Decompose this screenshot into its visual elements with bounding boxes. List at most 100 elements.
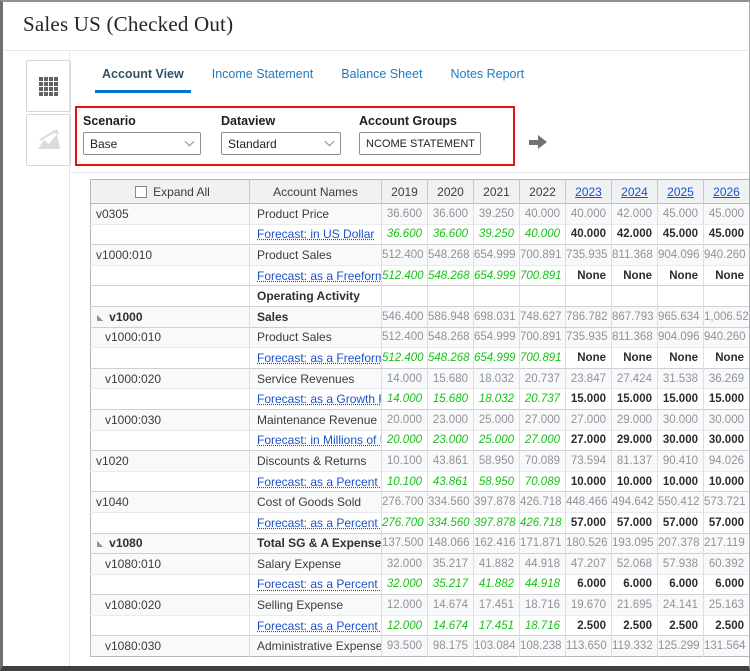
value-cell[interactable]: 45.000 bbox=[703, 223, 749, 245]
value-cell: 940.260 bbox=[703, 244, 749, 266]
value-cell[interactable]: 57.000 bbox=[611, 511, 658, 533]
tab-notes-report[interactable]: Notes Report bbox=[450, 67, 525, 81]
chart-view-button[interactable] bbox=[26, 114, 71, 166]
collapse-triangle-icon[interactable]: ◣ bbox=[97, 539, 104, 549]
value-cell[interactable]: 57.000 bbox=[703, 511, 749, 533]
expand-all-checkbox[interactable] bbox=[135, 185, 148, 198]
account-code-cell bbox=[90, 470, 250, 492]
year-header-2023: 2023 bbox=[565, 179, 612, 204]
forecast-method-link[interactable]: Forecast: as a Growth Rat bbox=[257, 392, 381, 407]
value-cell[interactable]: None bbox=[657, 264, 704, 286]
forecast-method-link[interactable]: Forecast: as a Freeform: U bbox=[257, 350, 381, 365]
collapse-triangle-icon[interactable]: ◣ bbox=[97, 312, 104, 322]
value-cell[interactable]: None bbox=[657, 347, 704, 369]
value-cell[interactable]: 30.000 bbox=[703, 429, 749, 451]
account-groups-select[interactable]: NCOME STATEMENT bbox=[359, 132, 481, 155]
value-cell[interactable]: 10.000 bbox=[657, 470, 704, 492]
forecast-method-link[interactable]: Forecast: as a Percent of S bbox=[257, 618, 381, 633]
account-code-cell: v0305 bbox=[90, 203, 250, 225]
value-cell: 748.627 bbox=[519, 305, 566, 328]
account-code-cell: v1080:030 bbox=[90, 635, 250, 657]
value-cell[interactable]: 2.500 bbox=[703, 614, 749, 636]
value-cell[interactable]: 15.000 bbox=[611, 388, 658, 410]
scenario-filter: Scenario Base bbox=[83, 114, 201, 155]
value-cell[interactable]: 27.000 bbox=[565, 429, 612, 451]
account-name-cell: Forecast: as a Freeform: U bbox=[249, 264, 382, 286]
value-cell: 73.594 bbox=[565, 450, 612, 472]
value-cell[interactable]: 57.000 bbox=[657, 511, 704, 533]
value-cell[interactable]: None bbox=[703, 347, 749, 369]
value-cell: 512.400 bbox=[381, 244, 428, 266]
value-cell: 119.332 bbox=[611, 635, 658, 657]
value-cell[interactable]: 30.000 bbox=[657, 429, 704, 451]
value-cell: 27.000 bbox=[519, 408, 566, 431]
value-cell: 811.368 bbox=[611, 244, 658, 266]
account-name-cell: Selling Expense bbox=[249, 594, 382, 616]
value-cell[interactable]: 29.000 bbox=[611, 429, 658, 451]
value-cell: 45.000 bbox=[703, 203, 749, 225]
year-link[interactable]: 2025 bbox=[667, 184, 694, 199]
value-cell[interactable]: 40.000 bbox=[565, 223, 612, 245]
value-cell[interactable]: None bbox=[611, 347, 658, 369]
value-cell[interactable]: 6.000 bbox=[611, 573, 658, 595]
divider bbox=[3, 50, 748, 51]
value-cell[interactable]: 42.000 bbox=[611, 223, 658, 245]
account-code-cell bbox=[90, 347, 250, 369]
value-cell: 57.938 bbox=[657, 553, 704, 575]
forecast-method-link[interactable]: Forecast: in Millions of US bbox=[257, 433, 381, 448]
value-cell[interactable]: None bbox=[565, 264, 612, 286]
year-header-2025: 2025 bbox=[657, 179, 704, 204]
value-cell[interactable]: 10.000 bbox=[611, 470, 658, 492]
grid-view-button[interactable] bbox=[26, 60, 71, 112]
value-cell: 148.066 bbox=[427, 532, 474, 554]
value-cell[interactable]: 45.000 bbox=[657, 223, 704, 245]
value-cell: 14.000 bbox=[381, 388, 428, 410]
forecast-method-link[interactable]: Forecast: as a Freeform: U bbox=[257, 268, 381, 283]
value-cell[interactable]: 6.000 bbox=[703, 573, 749, 595]
dataview-select[interactable]: Standard bbox=[221, 132, 341, 155]
forecast-method-link[interactable]: Forecast: as a Percent of F bbox=[257, 474, 381, 489]
value-cell[interactable]: None bbox=[611, 264, 658, 286]
value-cell[interactable]: 15.000 bbox=[565, 388, 612, 410]
value-cell: 18.716 bbox=[519, 594, 566, 616]
value-cell: 811.368 bbox=[611, 326, 658, 348]
go-button[interactable] bbox=[529, 134, 551, 150]
tab-account-view[interactable]: Account View bbox=[95, 65, 191, 93]
value-cell[interactable]: 6.000 bbox=[565, 573, 612, 595]
forecast-method-link[interactable]: Forecast: as a Percent of S bbox=[257, 515, 381, 530]
forecast-method-link[interactable]: Forecast: in US Dollar bbox=[257, 227, 375, 242]
year-link[interactable]: 2023 bbox=[575, 184, 602, 199]
value-cell: 10.100 bbox=[381, 450, 428, 472]
forecast-method-link[interactable]: Forecast: as a Percent of S bbox=[257, 577, 381, 592]
scenario-select[interactable]: Base bbox=[83, 132, 201, 155]
account-name-cell: Forecast: as a Freeform: U bbox=[249, 347, 382, 369]
value-cell: 35.217 bbox=[427, 553, 474, 575]
table-row: v1000:030 Maintenance Revenue 20.000 23.000… bbox=[90, 408, 749, 431]
value-cell: 512.400 bbox=[381, 347, 428, 369]
value-cell[interactable]: 10.000 bbox=[703, 470, 749, 492]
value-cell[interactable]: 15.000 bbox=[703, 388, 749, 410]
value-cell[interactable]: 2.500 bbox=[657, 614, 704, 636]
value-cell: 58.950 bbox=[473, 470, 520, 492]
value-cell: 41.882 bbox=[473, 553, 520, 575]
value-cell: 654.999 bbox=[473, 326, 520, 348]
year-link[interactable]: 2024 bbox=[621, 184, 648, 199]
value-cell[interactable]: 6.000 bbox=[657, 573, 704, 595]
value-cell[interactable]: 57.000 bbox=[565, 511, 612, 533]
value-cell: 17.451 bbox=[473, 594, 520, 616]
year-link[interactable]: 2026 bbox=[713, 184, 740, 199]
value-cell[interactable]: 2.500 bbox=[611, 614, 658, 636]
value-cell: 334.560 bbox=[427, 491, 474, 513]
value-cell: 512.400 bbox=[381, 326, 428, 348]
table-row: v1000:020 Service Revenues 14.000 15.680 18.… bbox=[90, 367, 749, 389]
account-groups-filter: Account Groups NCOME STATEMENT bbox=[359, 114, 481, 155]
tab-balance-sheet[interactable]: Balance Sheet bbox=[341, 67, 423, 81]
value-cell[interactable]: 15.000 bbox=[657, 388, 704, 410]
value-cell[interactable]: 2.500 bbox=[565, 614, 612, 636]
tab-income-statement[interactable]: Income Statement bbox=[211, 67, 314, 81]
value-cell[interactable]: 10.000 bbox=[565, 470, 612, 492]
value-cell[interactable]: None bbox=[565, 347, 612, 369]
account-name-cell: Forecast: as a Percent of S bbox=[249, 573, 382, 595]
value-cell[interactable]: None bbox=[703, 264, 749, 286]
chevron-down-icon bbox=[479, 136, 480, 147]
